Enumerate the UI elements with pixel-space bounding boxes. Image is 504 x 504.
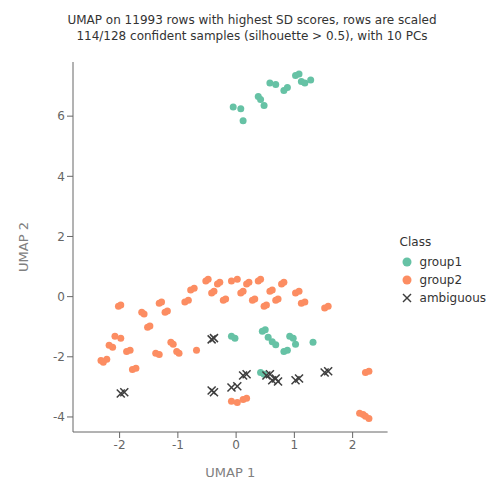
html-text:UMAP on 11993 rows with highes: UMAP on 11993 rows with highest SD score… — [67, 13, 437, 27]
html-text:ambiguous: ambiguous — [419, 291, 486, 305]
svg-text:UMAP 2: UMAP 2 — [16, 222, 31, 272]
svg-text:2: 2 — [349, 438, 357, 452]
svg-text:-2: -2 — [53, 350, 65, 364]
svg-text:0: 0 — [57, 290, 65, 304]
html-text:114/128 confident samples (sil: 114/128 confident samples (silhouette > … — [76, 29, 428, 43]
html-text:Class: Class — [399, 235, 432, 249]
html-text:group1: group1 — [419, 255, 463, 269]
svg-text:UMAP 1: UMAP 1 — [205, 465, 255, 480]
svg-text:6: 6 — [57, 109, 65, 123]
svg-text:0: 0 — [232, 438, 240, 452]
svg-text:1: 1 — [291, 438, 299, 452]
svg-text:-2: -2 — [114, 438, 126, 452]
svg-text:4: 4 — [57, 170, 65, 184]
svg-text:-1: -1 — [172, 438, 184, 452]
svg-text:2: 2 — [57, 230, 65, 244]
svg-text:-4: -4 — [53, 410, 65, 424]
html-text:group2: group2 — [419, 273, 463, 287]
